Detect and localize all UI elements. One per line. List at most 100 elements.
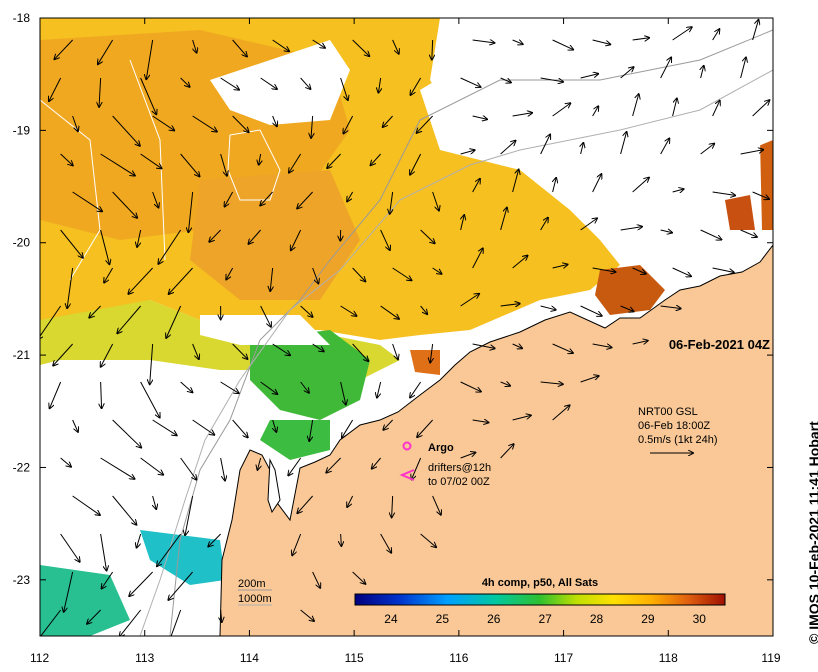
current-arrow-icon: [380, 533, 392, 553]
current-line2: 06-Feb 18:00Z: [638, 420, 710, 432]
current-arrow-icon: [188, 191, 194, 232]
current-arrow-icon: [340, 381, 346, 405]
contour-200m: [169, 29, 773, 636]
depth-1000-label: 1000m: [238, 593, 272, 605]
current-arrow-icon: [512, 256, 528, 269]
isotherm-line: [40, 99, 101, 281]
current-arrow-icon: [417, 115, 433, 133]
colorbar-tick-label: 24: [384, 612, 398, 626]
current-arrow-icon: [99, 77, 101, 107]
current-arrow-icon: [500, 304, 520, 306]
current-arrow-icon: [112, 115, 140, 146]
colorbar-tick-label: 29: [641, 612, 655, 626]
current-arrow-icon: [540, 134, 550, 155]
current-arrow-icon: [137, 229, 142, 247]
current-arrow-icon: [209, 229, 221, 242]
current-arrow-icon: [192, 115, 217, 132]
current-arrow-icon: [54, 39, 73, 59]
current-arrow-icon: [180, 381, 193, 392]
current-arrow-icon: [410, 153, 422, 175]
current-arrow-icon: [392, 39, 399, 54]
current-arrow-icon: [700, 229, 722, 240]
colorbar-tick-label: 27: [538, 612, 552, 626]
current-arrow-icon: [420, 305, 428, 314]
current-arrow-icon: [49, 77, 62, 101]
current-arrow-icon: [169, 267, 193, 294]
current-arrow-icon: [232, 419, 248, 437]
current-arrow-icon: [53, 343, 74, 366]
contour-1000m: [139, 69, 773, 636]
current-arrow-icon: [326, 457, 341, 473]
current-arrow-icon: [166, 305, 182, 338]
cool-patch-1: [250, 330, 370, 420]
current-arrow-icon: [420, 533, 436, 547]
current-arrow-icon: [500, 382, 510, 386]
current-arrow-icon: [60, 229, 83, 258]
current-arrow-icon: [220, 153, 227, 176]
current-arrow-icon: [632, 94, 639, 117]
current-arrow-icon: [100, 153, 135, 176]
current-arrow-icon: [383, 419, 393, 430]
current-arrow-icon: [60, 533, 80, 562]
current-arrow-icon: [152, 115, 175, 130]
current-arrow-icon: [460, 381, 481, 392]
current-arrow-icon: [340, 305, 357, 316]
current-arrow-icon: [347, 495, 354, 507]
current-arrow-icon: [392, 495, 393, 517]
current-arrow-icon: [257, 457, 260, 470]
current-arrow-icon: [461, 215, 465, 231]
current-arrow-icon: [472, 116, 487, 119]
current-arrow-icon: [472, 420, 489, 423]
argo-legend: Argo: [402, 441, 454, 454]
depth-legend: 200m 1000m: [238, 578, 272, 606]
current-arrow-icon: [752, 191, 769, 199]
current-arrow-icon: [701, 66, 704, 79]
current-arrow-icon: [272, 115, 277, 126]
drifter-chevron-icon: [399, 469, 415, 481]
current-arrow-icon: [102, 571, 114, 589]
current-arrow-icon: [512, 344, 522, 348]
current-arrow-icon: [192, 419, 215, 435]
current-arrow-icon: [101, 343, 114, 367]
current-arrow-icon: [232, 39, 247, 56]
current-arrow-icon: [672, 98, 677, 117]
current-arrow-icon: [372, 457, 382, 469]
current-arrow-icon: [592, 174, 602, 193]
current-arrow-icon: [98, 39, 114, 64]
colorbar-gradient: [354, 593, 726, 606]
current-arrow-icon: [472, 179, 480, 193]
current-arrow-icon: [410, 381, 422, 398]
current-arrow-icon: [232, 343, 248, 359]
current-arrow-icon: [460, 294, 479, 307]
plot-frame: [39, 17, 774, 637]
current-arrow-icon: [712, 101, 720, 117]
current-arrow-icon: [180, 77, 190, 87]
current-arrow-icon: [137, 533, 142, 548]
colorbar-tick-label: 26: [487, 612, 501, 626]
current-line1: NRT00 GSL: [638, 406, 698, 418]
current-legend: NRT00 GSL 06-Feb 18:00Z 0.5m/s (1kt 24h): [638, 406, 717, 453]
current-arrow-icon: [309, 419, 314, 441]
current-arrow-icon: [150, 343, 154, 384]
current-arrow-icon: [221, 609, 222, 622]
x-tick-label: 115: [345, 651, 364, 665]
current-arrow-icon: [392, 267, 412, 280]
current-arrow-icon: [412, 457, 422, 479]
current-arrow-icon: [592, 343, 612, 347]
current-arrow-icon: [581, 143, 584, 155]
current-arrow-icon: [580, 74, 598, 79]
current-arrow-icon: [112, 419, 142, 448]
current-arrow-icon: [540, 382, 563, 384]
current-arrow-icon: [112, 495, 137, 525]
current-arrow-icon: [64, 571, 74, 612]
y-tick-label: -22: [13, 460, 31, 474]
current-arrow-icon: [67, 267, 74, 308]
current-arrow-icon: [410, 77, 422, 95]
current-arrow-icon: [89, 305, 101, 318]
current-arrow-icon: [72, 115, 78, 131]
x-tick-label: 114: [240, 651, 259, 665]
current-arrow-icon: [272, 343, 290, 355]
sst-field: [40, 18, 773, 636]
current-arrow-icon: [220, 457, 225, 481]
current-arrow-icon: [660, 138, 670, 155]
